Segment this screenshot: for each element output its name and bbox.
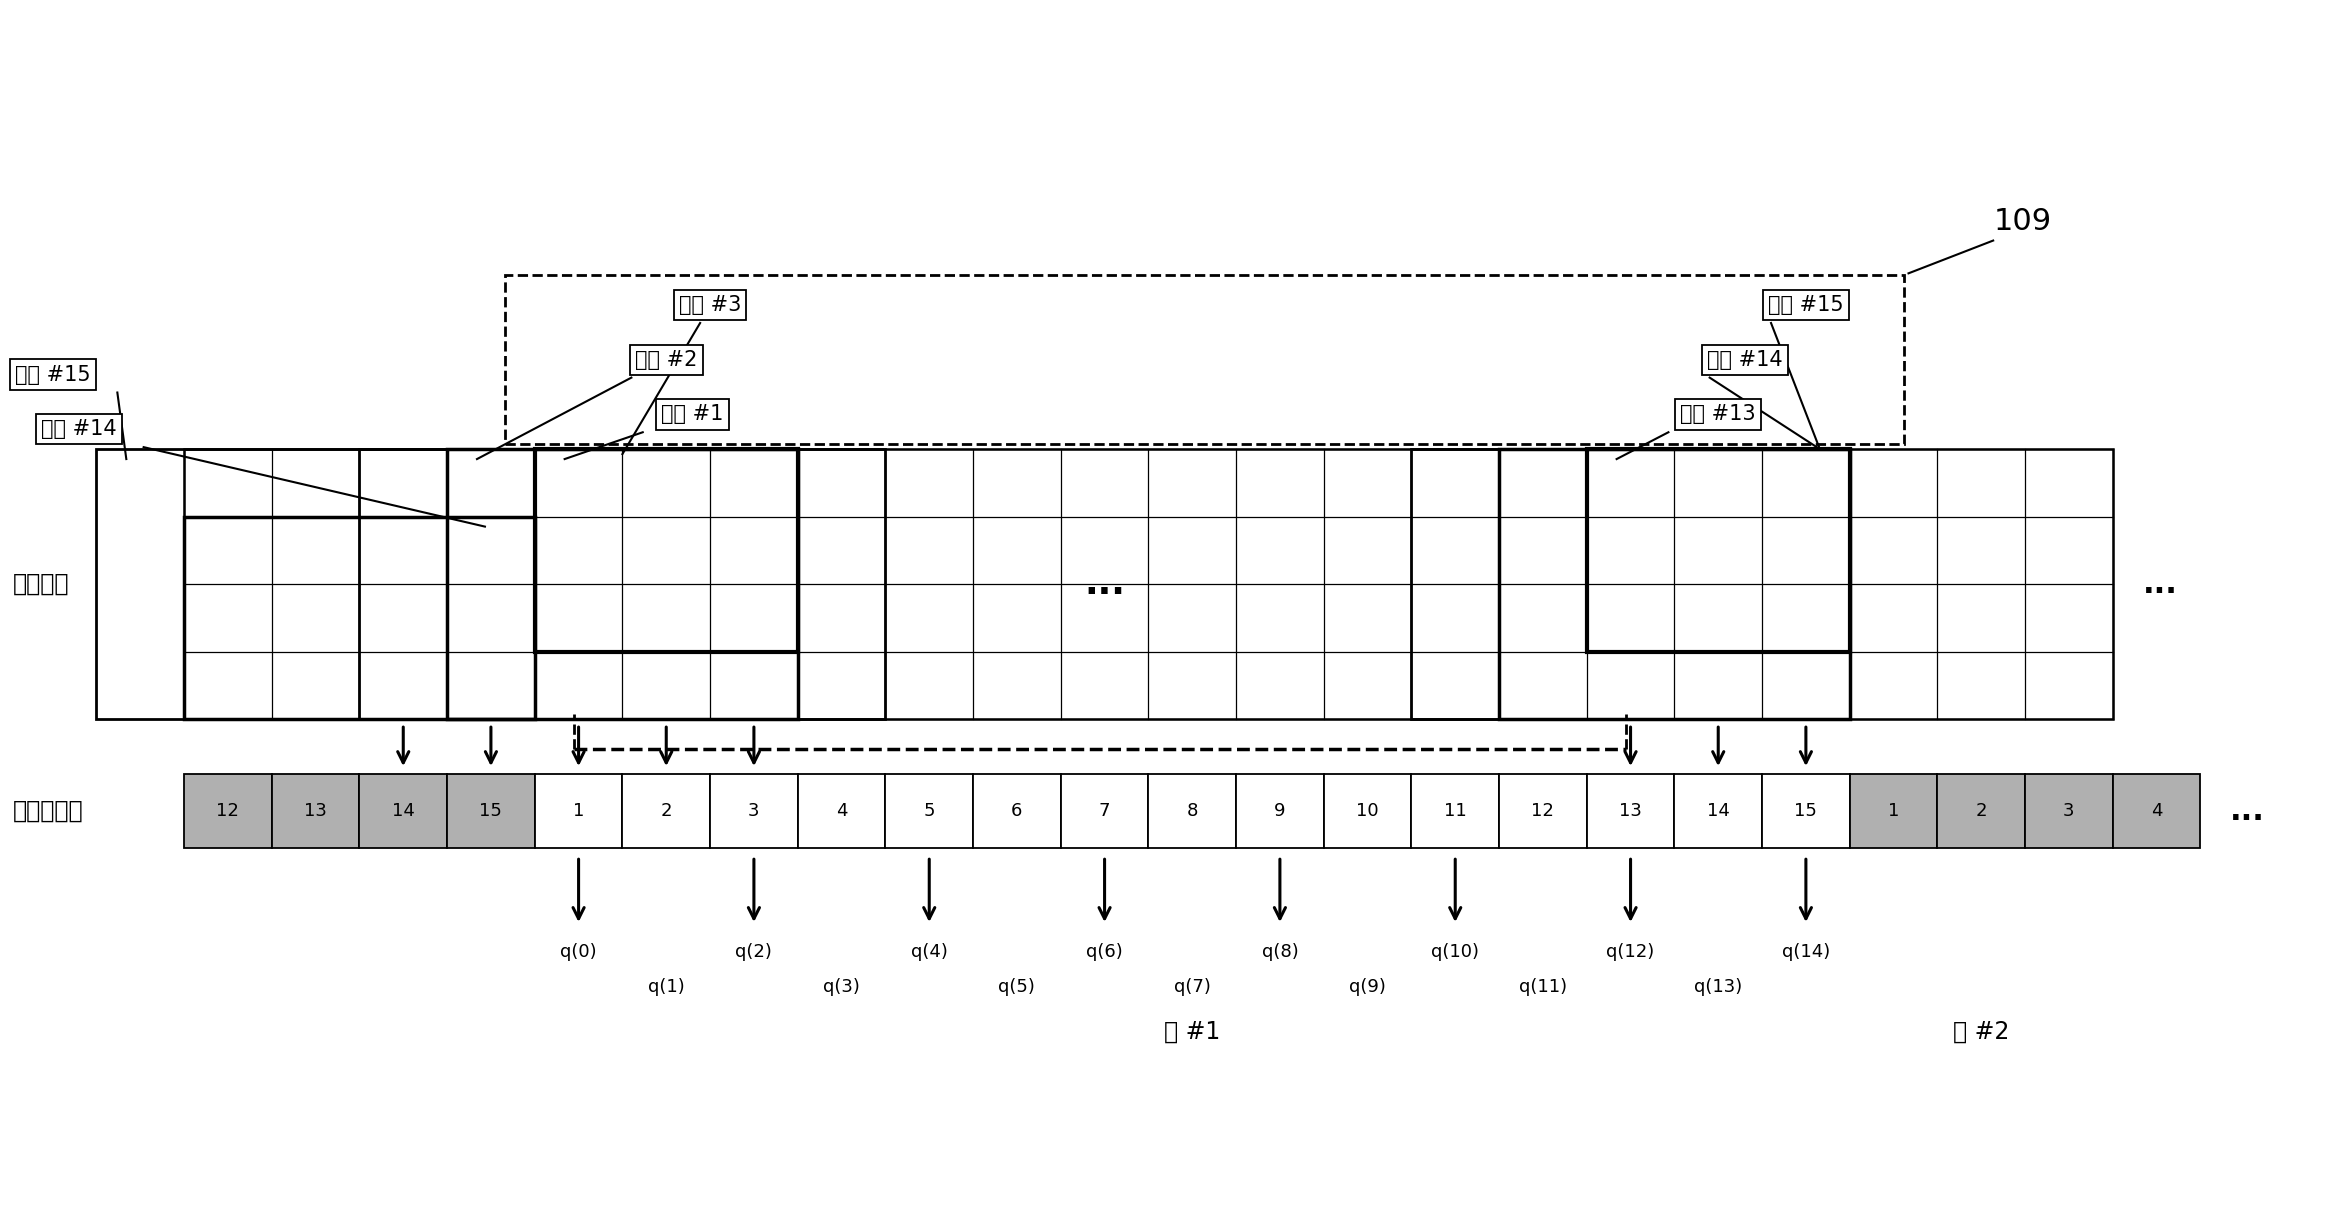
Text: 8: 8 — [1186, 802, 1198, 820]
Bar — [2025, 774, 2112, 849]
Text: 视频输出: 视频输出 — [12, 572, 68, 597]
Text: 内核 #15: 内核 #15 — [14, 364, 89, 385]
Bar — [1499, 774, 1586, 849]
Bar — [183, 774, 272, 849]
Text: 1: 1 — [1889, 802, 1900, 820]
Text: 内核 #14: 内核 #14 — [1708, 349, 1783, 370]
Text: q(12): q(12) — [1607, 942, 1654, 961]
Bar — [1412, 774, 1499, 849]
Bar — [1236, 774, 1325, 849]
Text: q(3): q(3) — [822, 978, 860, 995]
Text: 3: 3 — [2062, 802, 2074, 820]
Bar — [1586, 774, 1675, 849]
Text: q(2): q(2) — [735, 942, 773, 961]
Text: q(11): q(11) — [1520, 978, 1567, 995]
Bar — [622, 774, 709, 849]
Text: q(7): q(7) — [1174, 978, 1210, 995]
Text: q(6): q(6) — [1085, 942, 1123, 961]
Bar — [1149, 774, 1236, 849]
Bar — [1499, 449, 1849, 720]
Text: 3: 3 — [749, 802, 759, 820]
Bar — [536, 449, 799, 652]
Text: 9: 9 — [1273, 802, 1285, 820]
Bar — [799, 774, 886, 849]
Bar — [359, 774, 446, 849]
Text: 12: 12 — [216, 802, 240, 820]
Text: 块 #1: 块 #1 — [1165, 1020, 1221, 1044]
Text: q(10): q(10) — [1431, 942, 1480, 961]
Text: 15: 15 — [1795, 802, 1818, 820]
Bar — [972, 774, 1062, 849]
Text: 内核 #3: 内核 #3 — [679, 295, 742, 315]
Text: 2: 2 — [660, 802, 672, 820]
Bar — [272, 774, 359, 849]
Text: q(4): q(4) — [911, 942, 947, 961]
Text: 内核 #2: 内核 #2 — [634, 349, 698, 370]
Bar — [359, 449, 886, 720]
Text: 4: 4 — [836, 802, 848, 820]
Text: 内核 #15: 内核 #15 — [1769, 295, 1844, 315]
Bar — [505, 276, 1903, 444]
Bar — [1675, 774, 1762, 849]
Text: ...: ... — [1085, 567, 1125, 601]
Text: q(5): q(5) — [998, 978, 1036, 995]
Text: 块 #2: 块 #2 — [1952, 1020, 2008, 1044]
Bar — [709, 774, 799, 849]
Text: 6: 6 — [1010, 802, 1022, 820]
Bar — [1062, 774, 1149, 849]
Text: q(0): q(0) — [561, 942, 597, 961]
Text: q(9): q(9) — [1348, 978, 1386, 995]
Text: 内核处理器: 内核处理器 — [12, 800, 82, 823]
Text: 内核 #14: 内核 #14 — [40, 419, 117, 439]
Text: 内核 #13: 内核 #13 — [1680, 405, 1757, 424]
Text: 4: 4 — [2152, 802, 2163, 820]
Bar — [183, 449, 2112, 720]
Bar — [446, 774, 536, 849]
Text: 13: 13 — [303, 802, 327, 820]
Text: 15: 15 — [479, 802, 503, 820]
Bar — [183, 517, 536, 720]
Text: q(14): q(14) — [1783, 942, 1830, 961]
Text: 7: 7 — [1099, 802, 1111, 820]
Text: ...: ... — [2142, 569, 2178, 599]
Text: 1: 1 — [573, 802, 585, 820]
Text: 14: 14 — [1708, 802, 1729, 820]
Bar — [96, 449, 536, 720]
Bar — [446, 449, 799, 720]
Bar — [1762, 774, 1849, 849]
Text: q(8): q(8) — [1261, 942, 1299, 961]
Text: 5: 5 — [923, 802, 935, 820]
Bar — [1849, 774, 1938, 849]
Bar — [1938, 774, 2025, 849]
Text: 13: 13 — [1618, 802, 1642, 820]
Bar — [2112, 774, 2201, 849]
Bar — [536, 774, 622, 849]
Bar — [1412, 449, 1849, 720]
Text: 10: 10 — [1355, 802, 1379, 820]
Text: 内核 #1: 内核 #1 — [662, 405, 723, 424]
Text: 14: 14 — [392, 802, 416, 820]
Bar — [1586, 449, 1849, 652]
Text: ...: ... — [2229, 797, 2264, 825]
Bar — [886, 774, 972, 849]
Text: 11: 11 — [1445, 802, 1466, 820]
Text: 12: 12 — [1532, 802, 1555, 820]
Bar — [1325, 774, 1412, 849]
Text: q(13): q(13) — [1694, 978, 1743, 995]
Text: 2: 2 — [1976, 802, 1987, 820]
Text: q(1): q(1) — [648, 978, 684, 995]
Text: 109: 109 — [1994, 207, 2053, 236]
